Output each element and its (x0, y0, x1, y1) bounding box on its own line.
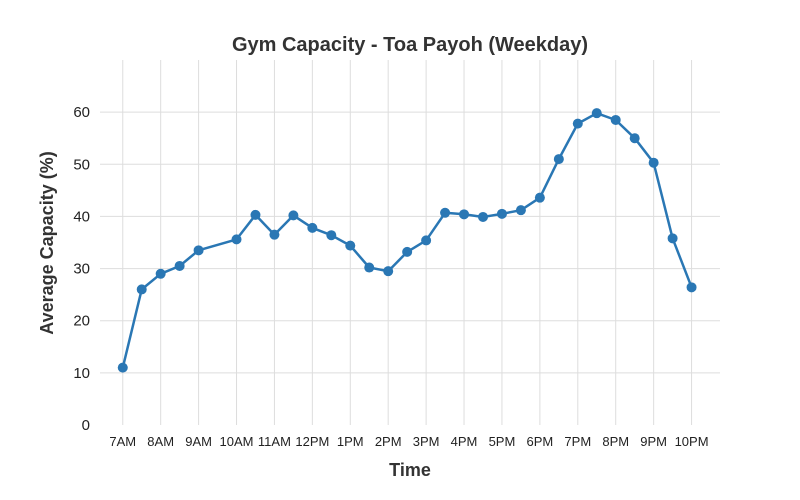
data-point (345, 240, 356, 251)
x-tick-label: 8PM (602, 434, 629, 449)
data-point (515, 205, 526, 216)
data-point (269, 229, 280, 240)
data-point (553, 154, 564, 165)
data-point (117, 362, 128, 373)
data-point (459, 209, 470, 220)
y-tick-label: 10 (73, 365, 90, 382)
series-line (121, 111, 693, 368)
data-point (648, 157, 659, 168)
data-point (402, 246, 413, 257)
y-tick-label: 30 (73, 261, 90, 278)
x-tick-label: 9AM (185, 434, 212, 449)
y-tick-label: 20 (73, 313, 90, 330)
series-layer (117, 108, 697, 373)
y-tick-label: 60 (73, 104, 90, 121)
data-point (440, 207, 451, 218)
x-tick-label: 1PM (337, 434, 364, 449)
x-tick-label: 3PM (413, 434, 440, 449)
data-point (193, 245, 204, 256)
data-point (326, 230, 337, 241)
x-tick-label: 5PM (489, 434, 516, 449)
x-tick-label: 10AM (220, 434, 254, 449)
data-point (572, 118, 583, 129)
data-point (667, 233, 678, 244)
data-point (686, 282, 697, 293)
x-tick-label: 11AM (258, 434, 291, 449)
chart-title: Gym Capacity - Toa Payoh (Weekday) (232, 34, 588, 56)
y-tick-label: 50 (73, 156, 90, 173)
x-tick-label: 6PM (527, 434, 554, 449)
data-point (591, 108, 602, 119)
grid (100, 60, 720, 425)
x-axis-ticks: 7AM 8AM 9AM 10AM 11AM 12PM 1PM 2PM 3PM 4PM 5PM 6PM 7… (109, 434, 708, 449)
x-tick-label: 9PM (640, 434, 667, 449)
data-point (610, 114, 621, 125)
y-tick-label: 0 (82, 417, 90, 434)
data-point (364, 262, 375, 273)
data-point (383, 266, 394, 277)
y-axis-ticks: 0 10 20 30 40 50 60 (73, 104, 90, 434)
x-axis-label: Time (389, 460, 431, 480)
x-tick-label: 12PM (295, 434, 329, 449)
data-point (534, 192, 545, 203)
y-tick-label: 40 (73, 208, 90, 225)
x-tick-label: 7PM (564, 434, 591, 449)
x-tick-label: 8AM (147, 434, 174, 449)
data-point (174, 260, 185, 271)
data-point (496, 208, 507, 219)
data-point (477, 211, 488, 222)
data-point (231, 234, 242, 245)
data-point (250, 209, 261, 220)
x-tick-label: 2PM (375, 434, 402, 449)
data-point (629, 133, 640, 144)
x-tick-label: 7AM (109, 434, 136, 449)
data-point (288, 210, 299, 221)
data-point (421, 235, 432, 246)
data-point (136, 284, 147, 295)
data-point (307, 222, 318, 233)
x-tick-label: 4PM (451, 434, 478, 449)
x-tick-label: 10PM (675, 434, 709, 449)
data-point (155, 268, 166, 279)
y-axis-label: Average Capacity (%) (37, 151, 57, 334)
